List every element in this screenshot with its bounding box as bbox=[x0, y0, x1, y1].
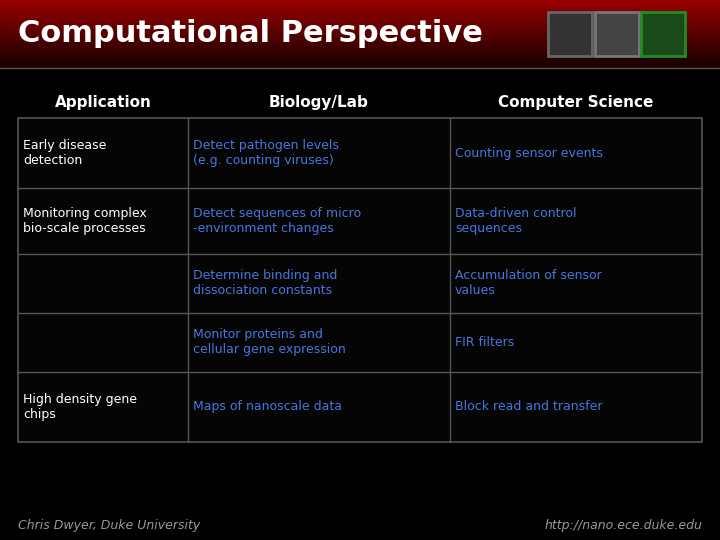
Text: Accumulation of sensor
values: Accumulation of sensor values bbox=[455, 269, 602, 298]
Bar bbox=[548, 12, 592, 56]
Bar bbox=[0, 5, 720, 7]
Bar bbox=[0, 22, 720, 23]
Bar bbox=[0, 51, 720, 52]
Text: Monitoring complex
bio-scale processes: Monitoring complex bio-scale processes bbox=[23, 207, 147, 235]
Bar bbox=[0, 66, 720, 67]
Text: Data-driven control
sequences: Data-driven control sequences bbox=[455, 207, 577, 235]
Text: Computer Science: Computer Science bbox=[498, 96, 654, 111]
Text: Early disease
detection: Early disease detection bbox=[23, 139, 107, 167]
Bar bbox=[0, 32, 720, 33]
Bar bbox=[0, 52, 720, 53]
Bar bbox=[0, 30, 720, 31]
Text: Chris Dwyer, Duke University: Chris Dwyer, Duke University bbox=[18, 519, 200, 532]
Bar bbox=[0, 55, 720, 56]
Text: FIR filters: FIR filters bbox=[455, 336, 514, 349]
Bar bbox=[18, 118, 702, 442]
Text: Counting sensor events: Counting sensor events bbox=[455, 147, 603, 160]
Bar bbox=[0, 21, 720, 22]
Bar bbox=[0, 64, 720, 65]
Text: Maps of nanoscale data: Maps of nanoscale data bbox=[193, 400, 342, 414]
Bar bbox=[595, 12, 639, 56]
Bar bbox=[0, 61, 720, 62]
Bar bbox=[0, 27, 720, 28]
Bar bbox=[0, 57, 720, 58]
Bar bbox=[0, 0, 720, 1]
Bar bbox=[0, 62, 720, 64]
Text: Detect sequences of micro
-environment changes: Detect sequences of micro -environment c… bbox=[193, 207, 361, 235]
Bar bbox=[0, 42, 720, 43]
Bar bbox=[0, 58, 720, 59]
Bar bbox=[0, 45, 720, 46]
Bar bbox=[0, 8, 720, 9]
Bar bbox=[0, 59, 720, 60]
Bar bbox=[0, 7, 720, 8]
Bar bbox=[0, 3, 720, 4]
Bar bbox=[0, 18, 720, 19]
Bar bbox=[0, 16, 720, 17]
Bar bbox=[0, 34, 720, 35]
Bar bbox=[0, 37, 720, 38]
Text: Detect pathogen levels
(e.g. counting viruses): Detect pathogen levels (e.g. counting vi… bbox=[193, 139, 339, 167]
Bar bbox=[0, 31, 720, 32]
Bar bbox=[0, 33, 720, 34]
Bar bbox=[0, 15, 720, 16]
Bar bbox=[0, 4, 720, 5]
Bar bbox=[0, 36, 720, 37]
Bar bbox=[0, 19, 720, 21]
Bar bbox=[0, 53, 720, 55]
Bar bbox=[0, 26, 720, 27]
Bar bbox=[0, 9, 720, 10]
Bar bbox=[0, 39, 720, 41]
Bar bbox=[0, 49, 720, 50]
Text: High density gene
chips: High density gene chips bbox=[23, 393, 137, 421]
Bar bbox=[0, 35, 720, 36]
Text: Computational Perspective: Computational Perspective bbox=[18, 19, 483, 49]
Bar bbox=[0, 38, 720, 39]
Bar bbox=[0, 17, 720, 18]
Text: Determine binding and
dissociation constants: Determine binding and dissociation const… bbox=[193, 269, 338, 298]
Bar bbox=[0, 48, 720, 49]
Bar bbox=[0, 43, 720, 44]
Bar bbox=[18, 118, 702, 442]
Bar bbox=[0, 23, 720, 24]
Text: Application: Application bbox=[55, 96, 151, 111]
Bar bbox=[0, 41, 720, 42]
Bar bbox=[641, 12, 685, 56]
Text: Biology/Lab: Biology/Lab bbox=[269, 96, 369, 111]
Bar bbox=[0, 2, 720, 3]
Bar bbox=[0, 25, 720, 26]
Bar bbox=[0, 50, 720, 51]
Bar bbox=[0, 10, 720, 11]
Bar bbox=[0, 28, 720, 30]
Bar bbox=[0, 44, 720, 45]
Bar bbox=[0, 67, 720, 68]
Bar bbox=[0, 56, 720, 57]
Bar bbox=[0, 14, 720, 15]
Bar bbox=[0, 65, 720, 66]
Text: Block read and transfer: Block read and transfer bbox=[455, 400, 603, 414]
Bar bbox=[0, 24, 720, 25]
Bar bbox=[0, 12, 720, 14]
Bar bbox=[0, 11, 720, 12]
Bar bbox=[0, 46, 720, 48]
Text: http://nano.ece.duke.edu: http://nano.ece.duke.edu bbox=[544, 519, 702, 532]
Text: Monitor proteins and
cellular gene expression: Monitor proteins and cellular gene expre… bbox=[193, 328, 346, 356]
Bar bbox=[0, 1, 720, 2]
Bar bbox=[0, 60, 720, 61]
